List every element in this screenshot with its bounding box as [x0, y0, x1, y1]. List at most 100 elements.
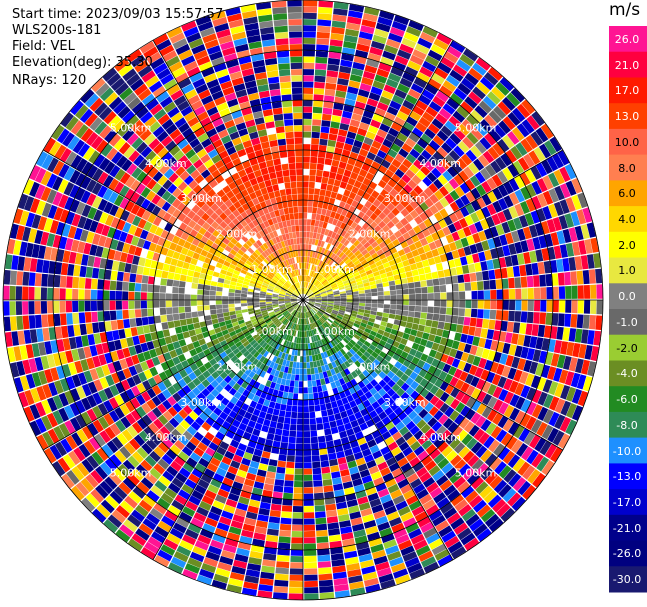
velocity-gate — [342, 538, 355, 547]
velocity-gate — [290, 298, 297, 300]
velocity-gate — [274, 573, 289, 581]
velocity-gate — [396, 330, 404, 338]
velocity-gate — [408, 410, 418, 421]
velocity-gate — [418, 221, 427, 231]
velocity-gate — [325, 190, 332, 198]
velocity-gate — [322, 255, 328, 262]
velocity-gate — [392, 61, 407, 72]
velocity-gate — [314, 293, 321, 297]
velocity-gate — [391, 207, 400, 216]
velocity-gate — [54, 380, 64, 394]
velocity-gate — [284, 480, 294, 487]
velocity-gate — [493, 443, 505, 457]
velocity-gate — [373, 208, 382, 217]
velocity-gate — [287, 367, 293, 374]
velocity-gate — [400, 208, 410, 217]
velocity-gate — [128, 224, 138, 235]
velocity-gate — [314, 313, 320, 320]
velocity-gate — [411, 174, 422, 185]
velocity-gate — [386, 370, 395, 379]
velocity-gate — [109, 133, 122, 147]
velocity-gate — [446, 512, 461, 525]
velocity-gate — [127, 455, 140, 468]
velocity-gate — [110, 77, 126, 91]
velocity-gate — [289, 580, 303, 588]
velocity-gate — [424, 160, 435, 172]
velocity-gate — [396, 289, 403, 295]
velocity-gate — [203, 361, 212, 370]
velocity-gate — [53, 313, 61, 327]
velocity-gate — [340, 300, 347, 303]
velocity-gate — [347, 341, 354, 349]
velocity-gate — [115, 300, 122, 310]
velocity-gate — [399, 77, 413, 88]
velocity-gate — [181, 345, 189, 354]
velocity-gate — [387, 483, 400, 494]
velocity-gate — [284, 353, 289, 361]
velocity-gate — [304, 262, 307, 269]
velocity-gate — [70, 485, 85, 501]
velocity-gate — [23, 329, 32, 344]
velocity-gate — [496, 289, 503, 300]
velocity-gate — [467, 454, 480, 467]
velocity-gate — [432, 514, 446, 527]
velocity-gate — [288, 436, 296, 444]
velocity-gate — [280, 404, 287, 411]
velocity-gate — [439, 85, 453, 98]
velocity-gate — [207, 225, 216, 234]
velocity-gate — [282, 391, 289, 399]
velocity-gate — [245, 511, 258, 520]
velocity-gate — [315, 296, 322, 298]
velocity-gate — [438, 414, 449, 425]
velocity-gate — [330, 253, 336, 260]
velocity-gate — [476, 184, 487, 197]
velocity-gate — [343, 279, 350, 285]
velocity-gate — [303, 0, 318, 7]
velocity-gate — [367, 195, 376, 204]
velocity-gate — [190, 300, 197, 306]
velocity-gate — [279, 324, 285, 331]
velocity-gate — [492, 142, 505, 156]
velocity-gate — [225, 256, 233, 264]
velocity-gate — [303, 281, 305, 288]
velocity-gate — [316, 233, 321, 240]
velocity-gate — [280, 316, 286, 322]
velocity-gate — [442, 363, 452, 373]
velocity-gate — [264, 547, 277, 555]
velocity-gate — [517, 157, 530, 171]
velocity-gate — [241, 587, 257, 596]
velocity-gate — [436, 425, 447, 437]
velocity-gate — [296, 437, 303, 444]
velocity-gate — [321, 303, 328, 307]
velocity-gate — [114, 58, 130, 72]
velocity-gate — [296, 424, 303, 431]
velocity-gate — [303, 343, 306, 350]
velocity-gate — [365, 583, 381, 593]
velocity-gate — [314, 280, 319, 286]
velocity-gate — [106, 72, 122, 87]
velocity-gate — [394, 230, 403, 239]
velocity-gate — [282, 372, 288, 380]
velocity-gate — [219, 221, 228, 229]
velocity-gate — [289, 361, 294, 368]
velocity-gate — [126, 163, 138, 176]
velocity-gate — [481, 348, 490, 359]
velocity-gate — [252, 394, 260, 403]
velocity-gate — [156, 392, 167, 403]
velocity-gate — [556, 259, 564, 273]
velocity-gate — [441, 142, 453, 154]
velocity-gate — [574, 328, 583, 343]
velocity-gate — [433, 38, 449, 51]
velocity-gate — [538, 350, 548, 364]
velocity-gate — [333, 366, 340, 374]
velocity-gate — [265, 540, 278, 549]
velocity-gate — [554, 383, 565, 398]
velocity-gate — [402, 446, 413, 457]
velocity-gate — [121, 429, 133, 442]
velocity-gate — [406, 473, 419, 484]
velocity-gate — [194, 246, 203, 255]
velocity-gate — [425, 340, 434, 349]
velocity-gate — [207, 511, 221, 522]
velocity-gate — [386, 202, 396, 212]
velocity-gate — [84, 289, 91, 300]
